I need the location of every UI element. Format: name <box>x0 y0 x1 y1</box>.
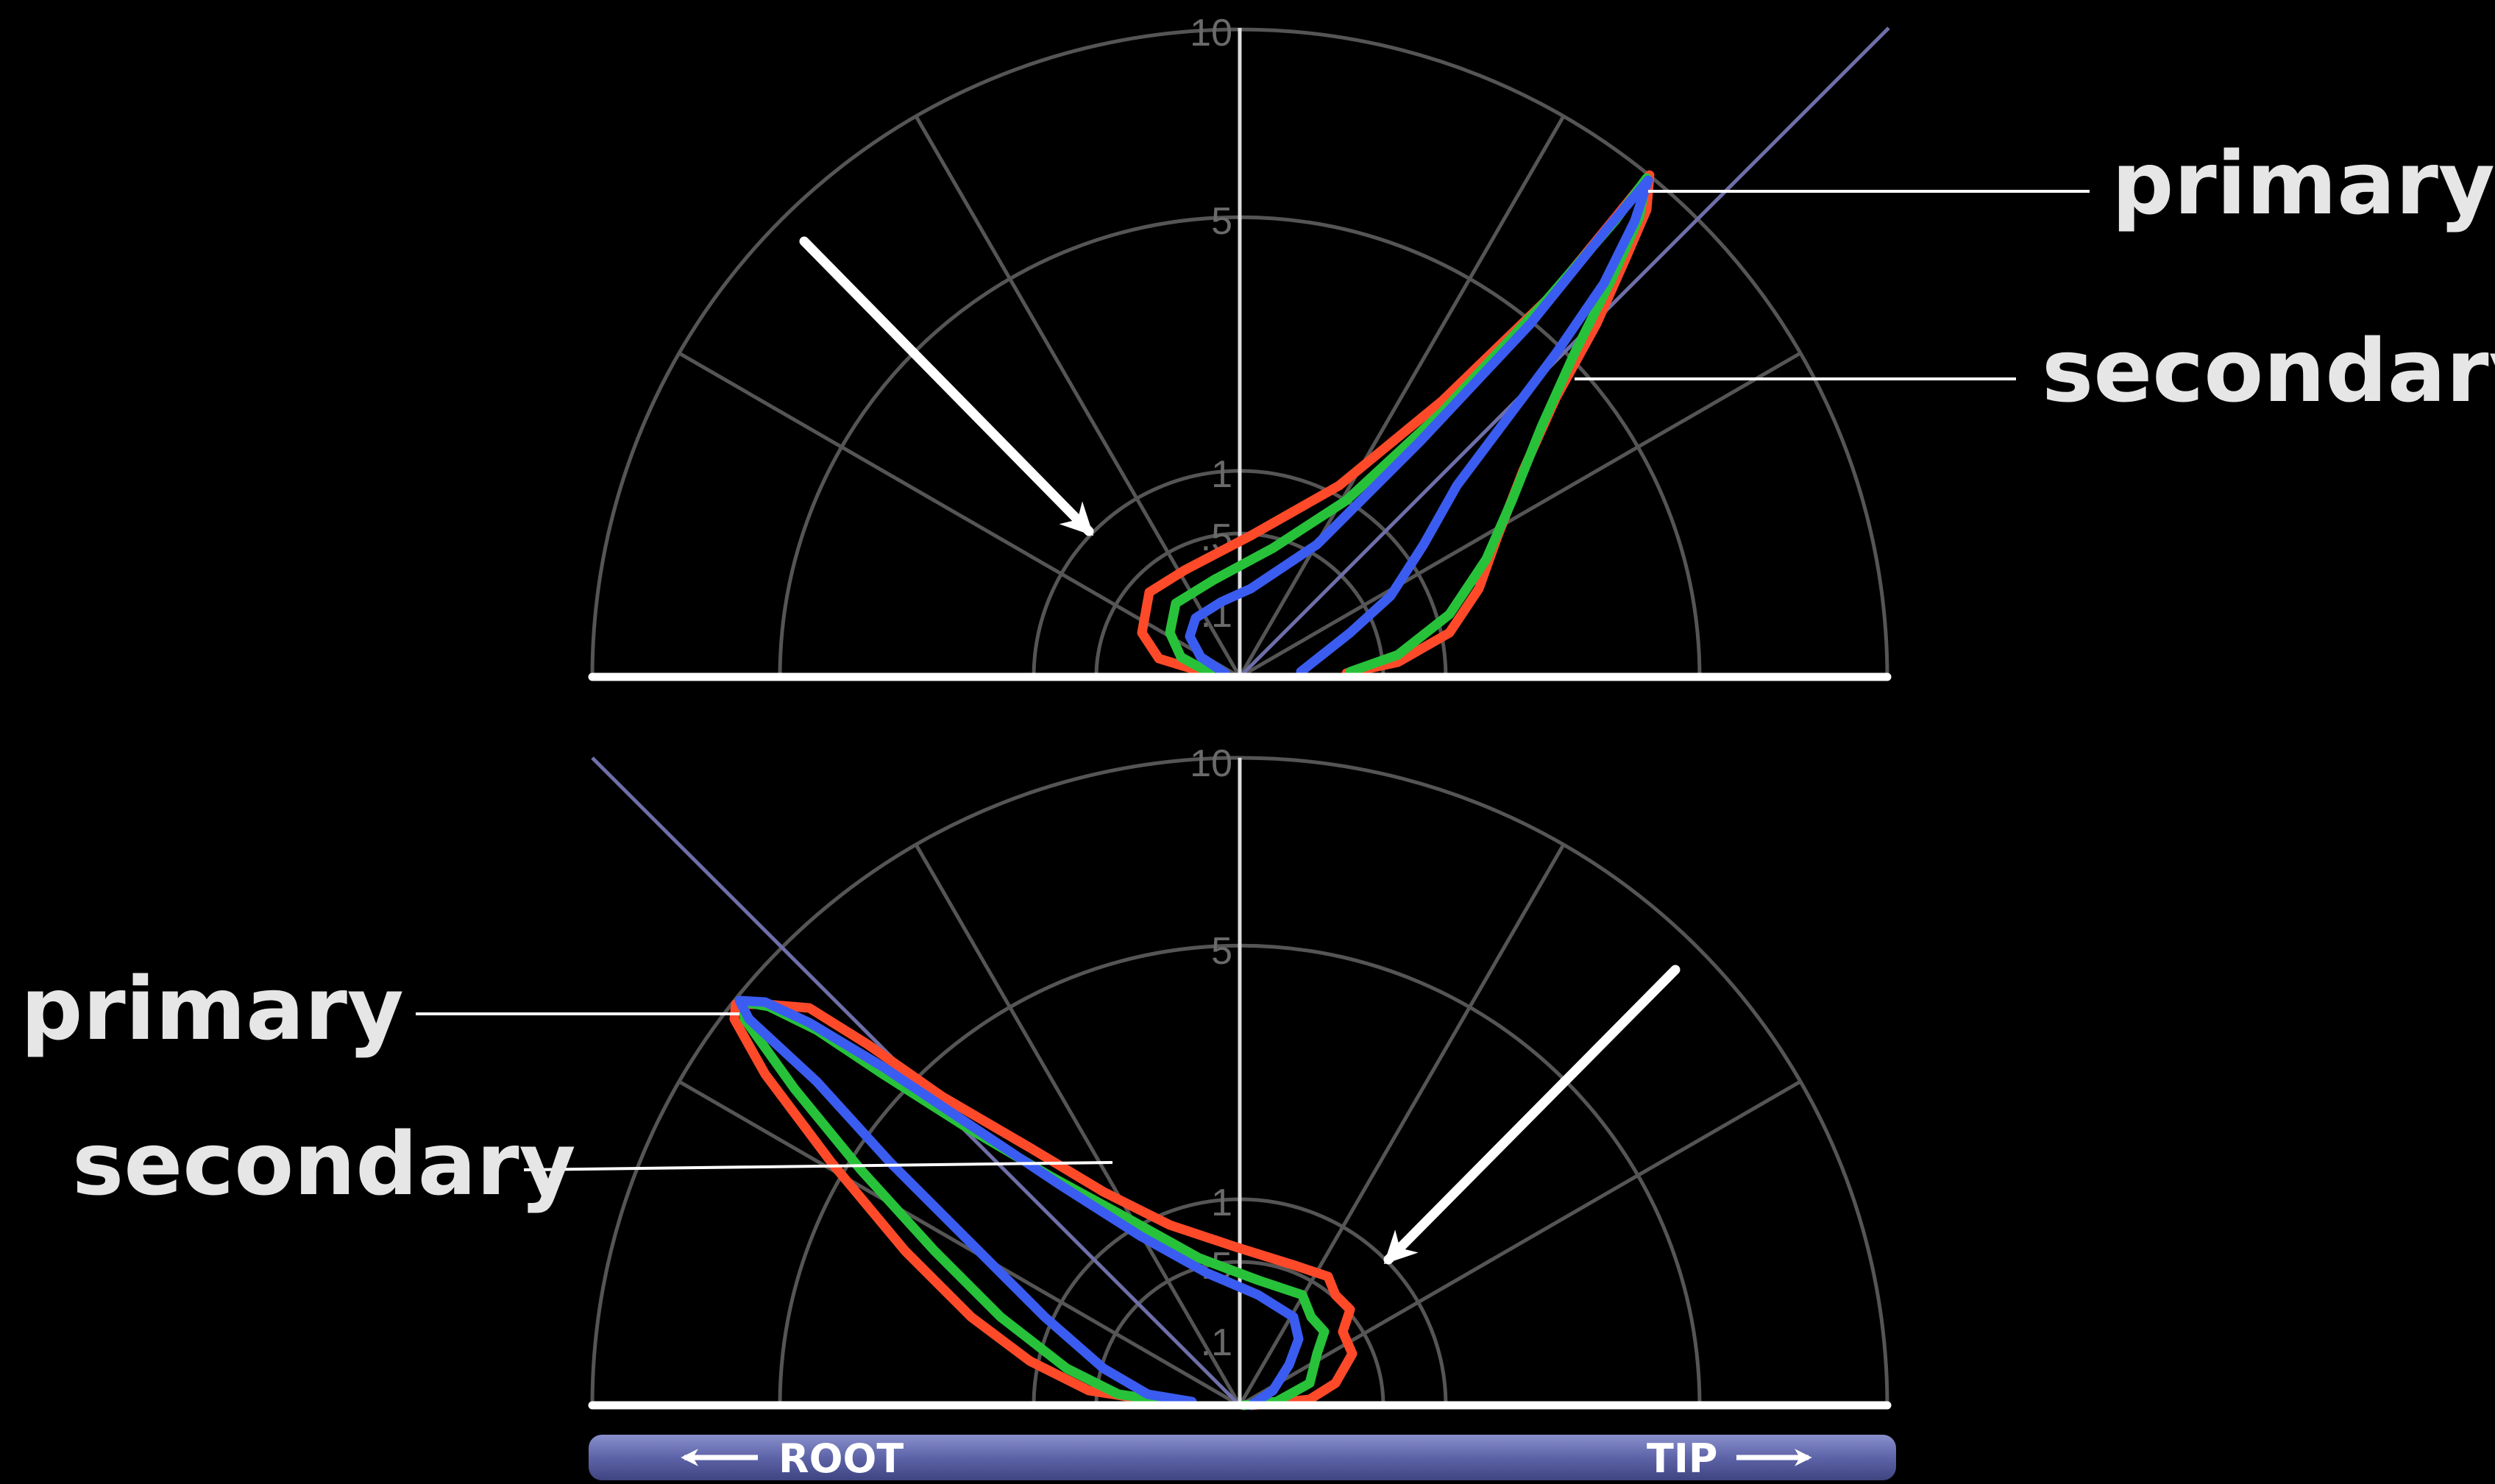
bottom-blue-curve <box>734 995 1304 1410</box>
bottom-tick-10: 10 <box>1190 742 1232 785</box>
top-direction-line <box>1238 26 1890 678</box>
bottom-tick-01: .1 <box>1201 1321 1232 1364</box>
tip-label: TIP <box>1647 1435 1718 1482</box>
bottom-primary-label: primary <box>21 958 404 1059</box>
top-primary-label: primary <box>2112 132 2495 234</box>
root-tip-bar-body <box>589 1435 1896 1480</box>
root-label: ROOT <box>778 1435 904 1482</box>
root-tip-bar: ROOT TIP <box>589 1435 1896 1482</box>
bottom-pointer-arrow <box>1383 965 1681 1265</box>
top-secondary-label: secondary <box>2042 320 2495 422</box>
top-tick-5: 5 <box>1211 200 1232 243</box>
bottom-green-curve <box>738 997 1330 1410</box>
bottom-tick-5: 5 <box>1211 930 1232 973</box>
bottom-tick-1: 1 <box>1211 1182 1232 1224</box>
top-tick-10: 10 <box>1190 12 1232 54</box>
bottom-polar-panel: 10 5 1 .5 .1 primary secondary <box>21 742 1892 1410</box>
top-tick-1: 1 <box>1211 453 1232 496</box>
top-pointer-arrow <box>799 236 1094 536</box>
bottom-red-curve <box>729 999 1357 1410</box>
top-polar-panel: 10 5 1 .5 .1 primary secondary <box>588 12 2495 681</box>
bottom-secondary-label: secondary <box>72 1113 576 1215</box>
bottom-secondary-leader <box>523 1161 1113 1171</box>
top-blue-curve <box>1185 175 1653 678</box>
